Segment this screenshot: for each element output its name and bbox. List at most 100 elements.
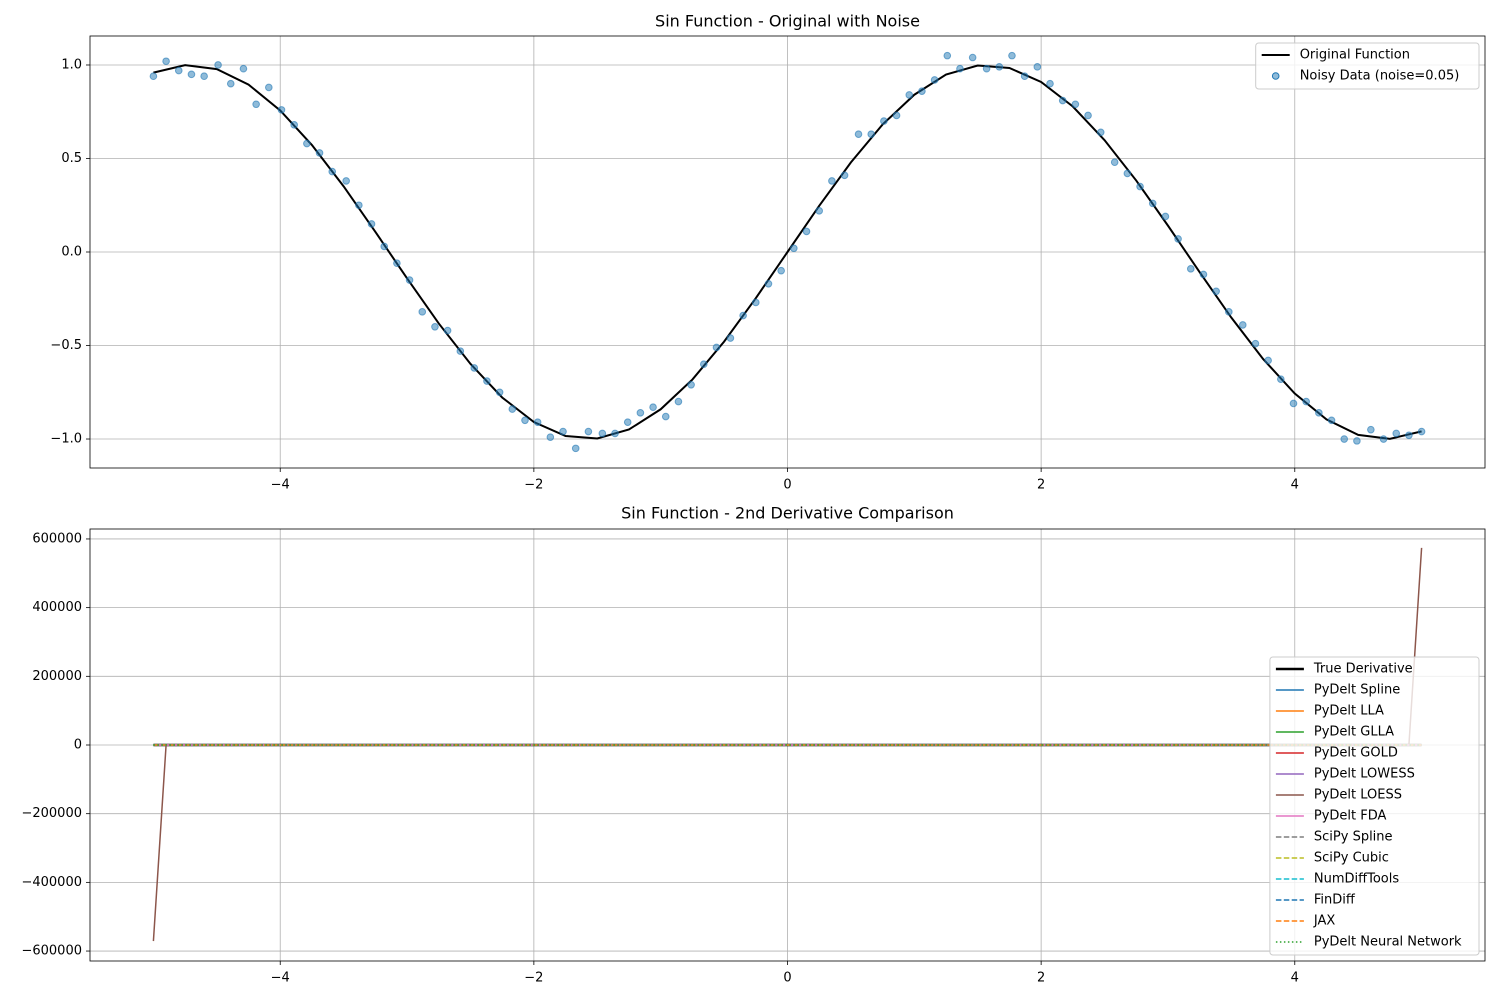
data-point xyxy=(1264,356,1272,365)
data-point xyxy=(380,242,389,251)
legend-label: PyDelt LOWESS xyxy=(1314,767,1415,782)
data-point xyxy=(1353,437,1361,445)
legend-label: PyDelt LLA xyxy=(1314,704,1384,719)
data-point xyxy=(726,334,735,342)
data-point xyxy=(290,121,298,129)
legend-label: SciPy Spline xyxy=(1314,830,1393,845)
legend-label: Original Function xyxy=(1300,48,1410,63)
data-point xyxy=(162,57,170,66)
y-tick-label: 600000 xyxy=(32,531,82,546)
data-point xyxy=(1084,111,1092,120)
data-point xyxy=(880,117,888,125)
y-tick-label: 1.0 xyxy=(61,57,82,72)
legend-box xyxy=(1255,42,1480,90)
data-point xyxy=(393,259,401,268)
data-point xyxy=(943,51,952,60)
legend-label: SciPy Cubic xyxy=(1314,851,1389,866)
data-point xyxy=(226,79,235,88)
x-tick-label: −4 xyxy=(271,478,290,493)
data-point xyxy=(214,61,222,69)
legend-label: PyDelt Spline xyxy=(1314,683,1400,698)
x-tick-label: 4 xyxy=(1291,478,1299,493)
data-point xyxy=(611,429,619,438)
data-point xyxy=(751,298,760,307)
y-tick-label: −0.5 xyxy=(50,338,82,353)
data-point xyxy=(1186,265,1195,273)
data-point xyxy=(367,220,376,228)
legend-label: PyDelt Neural Network xyxy=(1314,935,1462,950)
data-point xyxy=(598,429,607,438)
data-point xyxy=(802,227,811,236)
legend-box xyxy=(1269,656,1480,956)
data-point xyxy=(1058,96,1067,105)
data-point xyxy=(456,347,465,355)
x-tick-label: −2 xyxy=(524,971,543,986)
data-point xyxy=(1033,63,1042,71)
data-point xyxy=(521,416,529,425)
data-point xyxy=(265,83,273,92)
data-point xyxy=(559,427,567,436)
data-point xyxy=(1238,321,1247,329)
data-point xyxy=(636,409,645,417)
x-tick-label: 2 xyxy=(1037,478,1045,493)
data-point xyxy=(674,397,683,406)
y-tick-label: −1.0 xyxy=(50,432,82,447)
data-point xyxy=(828,177,836,185)
data-point xyxy=(533,418,542,426)
data-point xyxy=(1123,169,1132,178)
data-point xyxy=(777,266,785,275)
data-point xyxy=(1161,212,1170,221)
data-point xyxy=(840,171,849,180)
data-point xyxy=(1148,199,1157,208)
data-point xyxy=(187,70,196,79)
data-point xyxy=(956,64,964,73)
data-point xyxy=(405,276,414,284)
y-tick-label: 400000 xyxy=(32,600,82,615)
legend-label: PyDelt FDA xyxy=(1314,809,1387,824)
data-point xyxy=(1020,72,1029,81)
data-point xyxy=(815,207,824,215)
data-point xyxy=(1405,431,1413,440)
data-point xyxy=(355,201,363,210)
legend-label: PyDelt LOESS xyxy=(1314,788,1402,803)
x-tick-label: −2 xyxy=(524,478,543,493)
legend: True Derivative PyDelt Spline PyDelt LLA Py… xyxy=(1269,656,1480,956)
x-tick-label: 2 xyxy=(1037,971,1045,986)
data-point xyxy=(1225,308,1233,316)
data-point xyxy=(790,244,798,253)
data-point xyxy=(303,139,311,148)
x-tick-label: 0 xyxy=(783,971,791,986)
data-point xyxy=(1302,397,1310,406)
data-point xyxy=(495,388,504,397)
data-point xyxy=(1340,435,1349,443)
data-point xyxy=(1392,429,1401,438)
y-tick-label: 0.0 xyxy=(61,245,82,260)
data-point xyxy=(277,106,286,114)
x-tick-label: 0 xyxy=(783,478,791,493)
legend-label: PyDelt GOLD xyxy=(1314,746,1398,761)
legend-label: PyDelt GLLA xyxy=(1314,725,1394,740)
data-point xyxy=(571,444,580,453)
x-tick-label: −4 xyxy=(271,971,290,986)
data-point xyxy=(342,177,350,185)
legend-label: NumDiffTools xyxy=(1314,872,1399,887)
data-point xyxy=(1136,182,1144,191)
legend-label: Noisy Data (noise=0.05) xyxy=(1300,69,1460,84)
data-point xyxy=(1046,79,1054,88)
data-point xyxy=(968,53,977,62)
y-tick-label: 200000 xyxy=(32,669,82,684)
data-point xyxy=(1327,416,1336,425)
y-tick-label: −600000 xyxy=(21,944,82,959)
data-point xyxy=(712,343,721,352)
legend-label: JAX xyxy=(1313,914,1335,929)
y-tick-label: 0.5 xyxy=(61,151,82,166)
data-point xyxy=(1174,235,1182,243)
data-point xyxy=(687,380,695,389)
data-point xyxy=(149,72,158,81)
data-point xyxy=(1071,100,1080,109)
data-point xyxy=(739,311,747,320)
data-point xyxy=(1096,128,1105,137)
legend-marker xyxy=(1271,72,1280,80)
data-point xyxy=(174,66,183,75)
